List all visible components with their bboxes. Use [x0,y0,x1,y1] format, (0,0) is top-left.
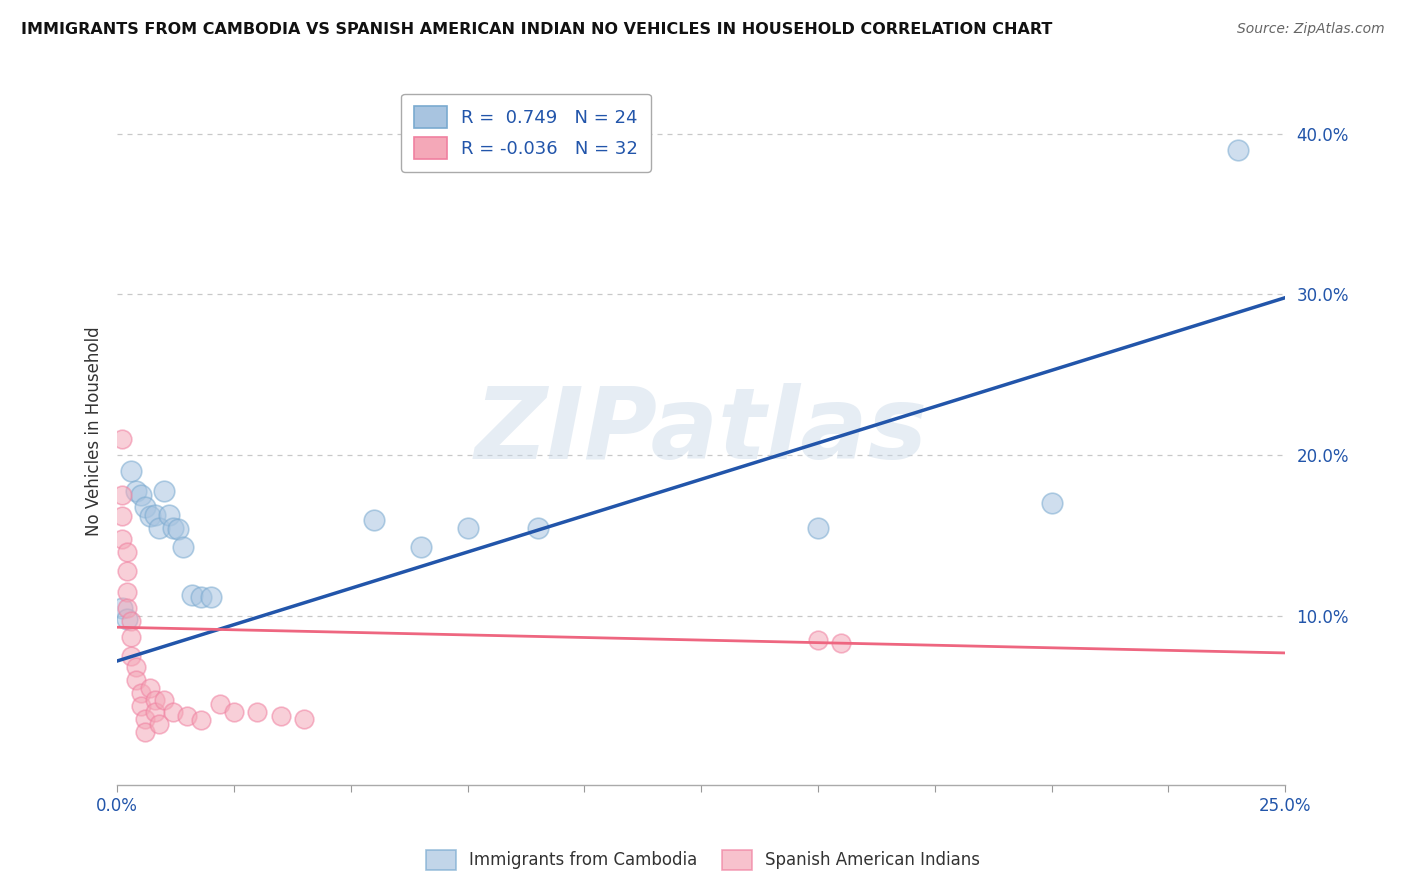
Point [526,520,548,534]
Point [120,649,142,664]
Point [270,708,292,723]
Point [181,588,204,602]
Point [190,590,212,604]
Point [807,633,830,648]
Point [208,698,231,712]
Legend: Immigrants from Cambodia, Spanish American Indians: Immigrants from Cambodia, Spanish Americ… [419,843,987,877]
Point [115,585,138,599]
Point [363,512,385,526]
Point [111,532,134,546]
Point [222,706,245,720]
Point [148,716,170,731]
Point [162,520,184,534]
Point [115,544,138,558]
Text: Source: ZipAtlas.com: Source: ZipAtlas.com [1237,22,1385,37]
Point [172,540,194,554]
Point [120,464,142,478]
Point [115,612,138,626]
Point [176,708,198,723]
Point [153,692,176,706]
Point [120,630,142,644]
Point [1040,496,1063,510]
Point [134,712,156,726]
Point [162,706,184,720]
Point [139,509,162,524]
Point [143,692,166,706]
Point [153,483,176,498]
Point [129,488,152,502]
Point [157,508,180,522]
Y-axis label: No Vehicles in Household: No Vehicles in Household [86,326,103,536]
Point [115,601,138,615]
Point [143,706,166,720]
Text: IMMIGRANTS FROM CAMBODIA VS SPANISH AMERICAN INDIAN NO VEHICLES IN HOUSEHOLD COR: IMMIGRANTS FROM CAMBODIA VS SPANISH AMER… [21,22,1053,37]
Point [830,636,852,650]
Point [134,500,156,514]
Point [457,520,479,534]
Point [139,681,162,696]
Point [129,686,152,700]
Point [292,712,315,726]
Point [134,724,156,739]
Point [1227,143,1250,157]
Text: ZIPatlas: ZIPatlas [475,383,928,480]
Point [111,601,134,615]
Point [807,520,830,534]
Legend: R =  0.749   N = 24, R = -0.036   N = 32: R = 0.749 N = 24, R = -0.036 N = 32 [402,94,651,172]
Point [167,522,190,536]
Point [111,488,134,502]
Point [111,509,134,524]
Point [409,540,432,554]
Point [120,614,142,628]
Point [125,660,148,674]
Point [125,673,148,688]
Point [111,432,134,446]
Point [143,508,166,522]
Point [148,520,170,534]
Point [125,483,148,498]
Point [200,590,222,604]
Point [129,698,152,713]
Point [246,706,269,720]
Point [190,714,212,728]
Point [115,564,138,578]
